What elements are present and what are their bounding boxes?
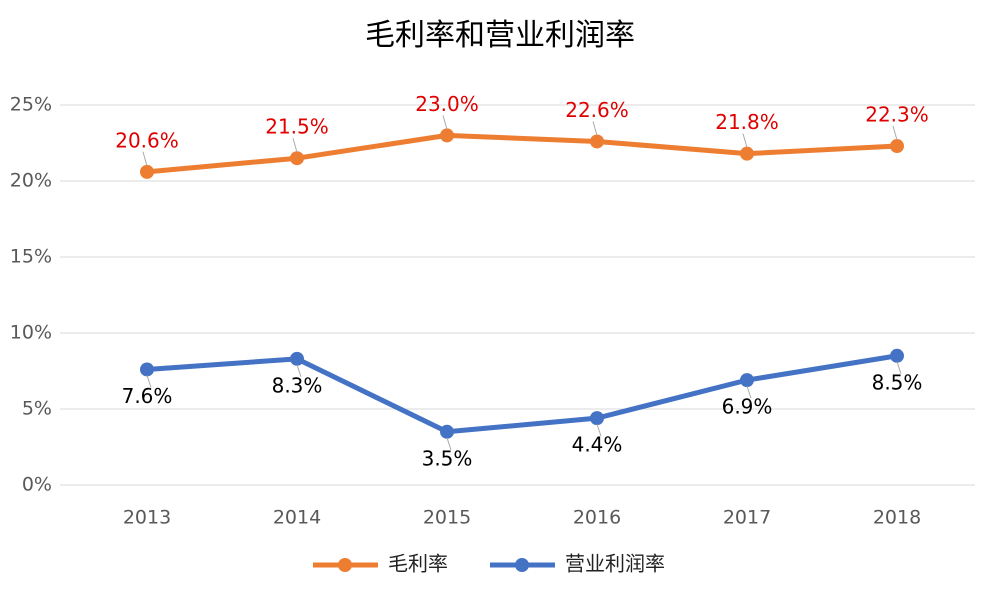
point [290, 151, 304, 166]
legend-marker [338, 558, 352, 572]
data-label: 3.5% [422, 446, 473, 470]
y-tick-label: 25% [10, 94, 52, 116]
point [140, 164, 154, 179]
point [740, 373, 754, 388]
point [440, 424, 454, 439]
leader-line [446, 437, 452, 450]
point [590, 411, 604, 426]
leader-line [292, 138, 298, 153]
y-tick-label: 5% [22, 398, 52, 420]
point [890, 139, 904, 154]
series-line [146, 132, 898, 175]
point [140, 362, 154, 377]
data-label: 6.9% [722, 395, 773, 419]
x-tick-label: 2017 [723, 507, 771, 529]
leader-line [442, 115, 448, 130]
leader-line [146, 375, 152, 388]
data-label: 8.5% [872, 370, 923, 394]
leader-line [892, 125, 898, 141]
y-tick-label: 10% [10, 322, 52, 344]
chart-title: 毛利率和营业利润率 [365, 18, 635, 53]
leader-line [592, 121, 598, 136]
data-label: 4.4% [572, 433, 623, 457]
x-tick-label: 2018 [873, 507, 921, 529]
x-tick-label: 2014 [273, 507, 321, 529]
x-tick-label: 2016 [573, 507, 621, 529]
point [890, 348, 904, 363]
legend-marker [515, 558, 529, 572]
point [590, 134, 604, 149]
point [290, 351, 304, 366]
leader-line [896, 361, 902, 374]
data-label: 22.6% [565, 98, 629, 122]
data-label: 23.0% [415, 92, 479, 116]
data-label: 20.6% [115, 128, 179, 152]
leader-line [746, 385, 752, 399]
leader-line [742, 133, 748, 148]
legend-label: 毛利率 [388, 552, 448, 576]
data-label: 21.8% [715, 110, 779, 134]
data-label: 8.3% [272, 373, 323, 397]
y-tick-label: 0% [22, 474, 52, 496]
legend-label: 营业利润率 [565, 552, 665, 576]
y-tick-label: 20% [10, 170, 52, 192]
series-line [146, 353, 898, 435]
point [740, 146, 754, 161]
y-tick-label: 15% [10, 246, 52, 268]
leader-line [296, 364, 302, 377]
data-label: 21.5% [265, 115, 329, 139]
data-label: 7.6% [122, 384, 173, 408]
data-label: 22.3% [865, 103, 929, 127]
point [440, 128, 454, 143]
x-tick-label: 2015 [423, 507, 471, 529]
x-tick-label: 2013 [123, 507, 171, 529]
leader-line [142, 151, 148, 167]
leader-line [596, 423, 602, 437]
